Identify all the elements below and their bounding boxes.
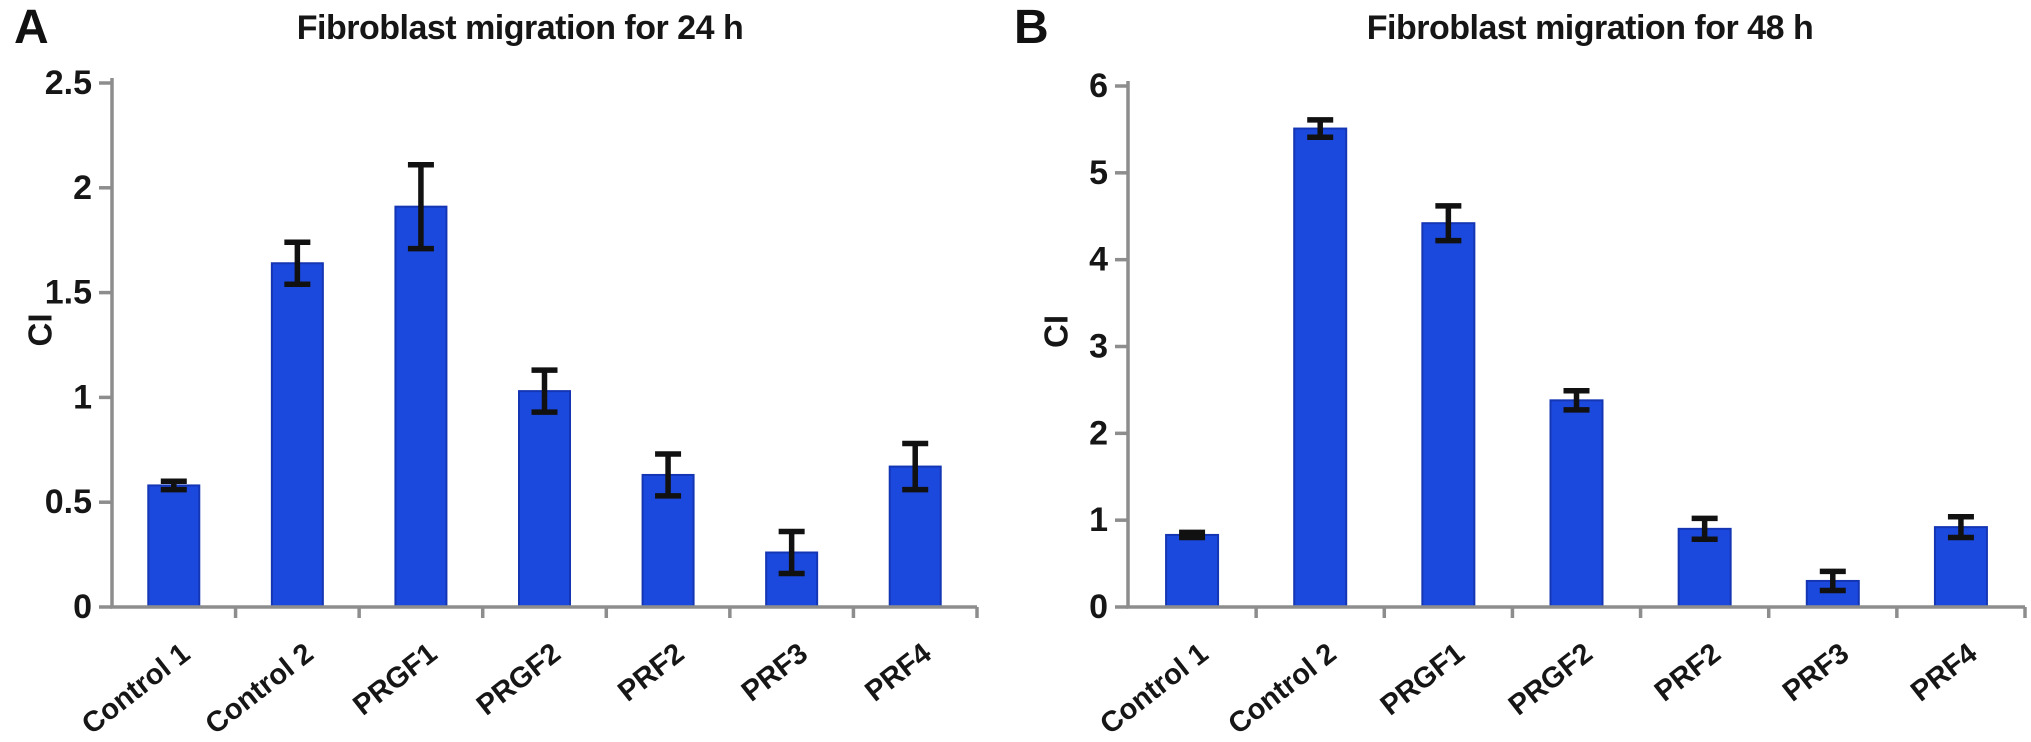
y-tick-label: 2.5	[45, 64, 92, 102]
y-tick-label: 0	[73, 588, 92, 626]
category-label-control-2: Control 2	[200, 637, 320, 741]
panel-b-letter: B	[1014, 1, 1049, 54]
panel-b: 0 1 2 3 4 5 6 Control 1 Control 2 PRGF1 PRGF2 PRF2 P…	[1038, 67, 2027, 741]
panel-a: 0 0.5 1 1.5 2 2.5 Control 1 Control 2 PRGF1 PRGF2…	[22, 64, 979, 741]
y-tick-label: 6	[1089, 67, 1108, 105]
bar-control-1	[147, 484, 201, 609]
category-label-prgf2: PRGF2	[471, 637, 567, 722]
bar-control-1	[1165, 533, 1220, 609]
y-tick-label: 0	[1089, 588, 1108, 626]
bar-prgf2	[518, 390, 571, 608]
category-label-prf3: PRF3	[1777, 637, 1855, 708]
category-label-prf4: PRF4	[1905, 637, 1983, 708]
y-axis-title: CI	[1038, 315, 1075, 348]
y-tick-label: 0.5	[45, 483, 92, 521]
category-label-prgf1: PRGF1	[1375, 637, 1471, 722]
category-label-prgf1: PRGF1	[347, 637, 443, 722]
category-label-prgf2: PRGF2	[1503, 637, 1599, 722]
panel-a-letter: A	[14, 1, 49, 54]
category-label-prf3: PRF3	[736, 637, 814, 708]
y-tick-label: 5	[1089, 154, 1108, 192]
category-label-prf2: PRF2	[612, 637, 690, 708]
panel-a-title: Fibroblast migration for 24 h	[296, 9, 744, 47]
category-label-control-1: Control 1	[1094, 637, 1214, 741]
y-tick-label: 2	[1089, 414, 1108, 452]
category-label-control-1: Control 1	[76, 637, 196, 741]
bar-control-2	[270, 262, 324, 608]
y-tick-label: 1	[73, 378, 92, 416]
category-label-prf4: PRF4	[859, 637, 937, 708]
panel-b-title: Fibroblast migration for 48 h	[1366, 9, 1814, 47]
bar-prgf1	[394, 205, 448, 608]
y-tick-label: 2	[73, 169, 92, 207]
y-tick-label: 3	[1089, 328, 1108, 366]
y-axis-title: CI	[22, 314, 59, 347]
bar-prf4	[1933, 526, 1988, 609]
y-tick-label: 1.5	[45, 274, 92, 312]
bar-control-2	[1293, 127, 1348, 608]
category-label-control-2: Control 2	[1223, 637, 1343, 741]
y-tick-label: 4	[1089, 241, 1108, 279]
bar-prgf2	[1549, 399, 1604, 608]
category-label-prf2: PRF2	[1649, 637, 1727, 708]
y-tick-label: 1	[1089, 501, 1108, 539]
bar-prgf1	[1421, 222, 1476, 609]
